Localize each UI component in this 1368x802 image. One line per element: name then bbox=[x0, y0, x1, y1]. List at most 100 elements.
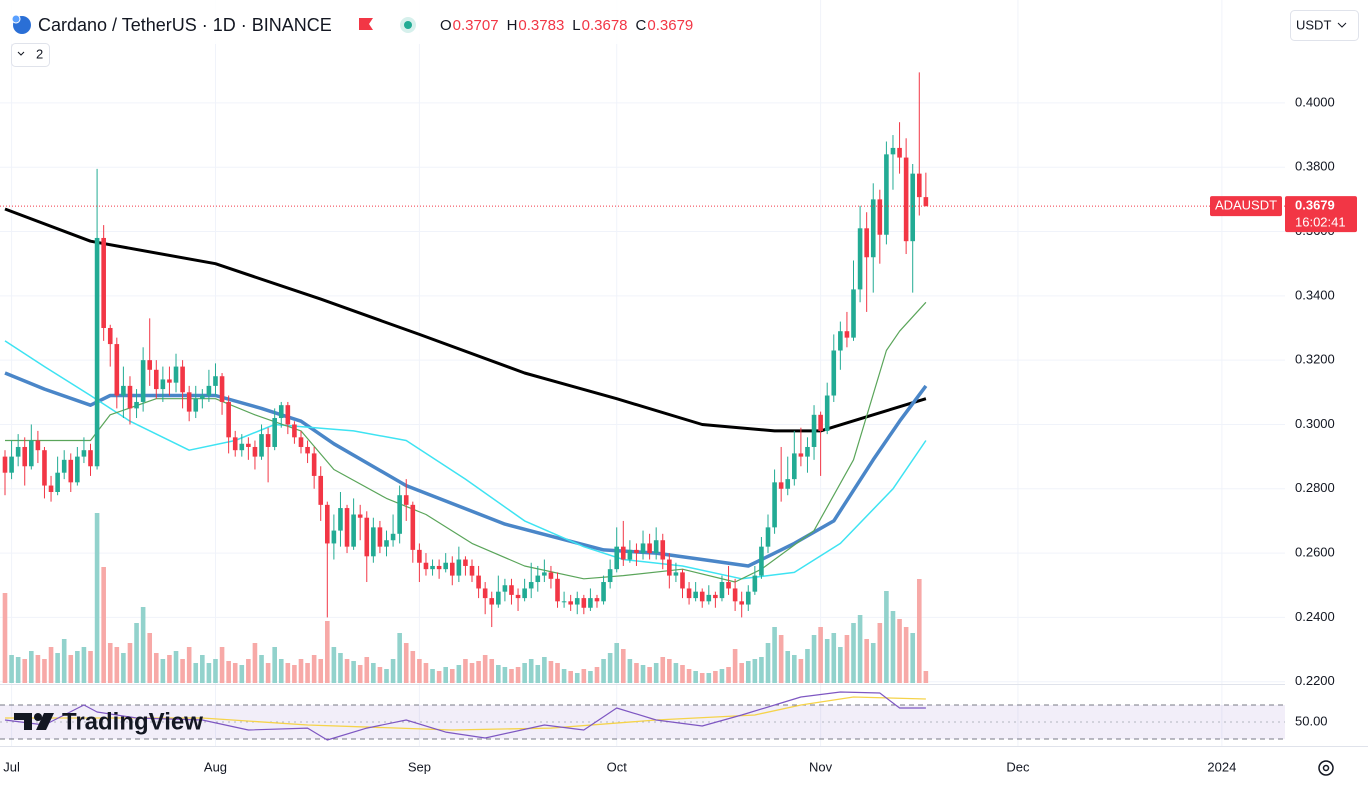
symbol-title[interactable]: Cardano / TetherUS · 1D · BINANCE bbox=[38, 15, 332, 35]
candle-body bbox=[68, 459, 74, 483]
volume-bar bbox=[456, 665, 462, 683]
candle-body bbox=[831, 350, 837, 396]
volume-bar bbox=[252, 643, 258, 683]
candle-body bbox=[745, 591, 751, 605]
volume-bar bbox=[463, 659, 468, 683]
volume-bar bbox=[42, 659, 47, 683]
volume-bar bbox=[384, 669, 389, 683]
candle-body bbox=[364, 517, 370, 557]
candle-body bbox=[107, 327, 113, 345]
volume-bar bbox=[331, 647, 337, 683]
volume-bar bbox=[68, 655, 74, 683]
brand-name: TradingView bbox=[62, 708, 203, 735]
x-tick-label: 2024 bbox=[1207, 759, 1236, 774]
volume-bar bbox=[916, 579, 922, 683]
candle-body bbox=[292, 424, 297, 438]
volume-bar bbox=[2, 593, 8, 683]
candle-body bbox=[371, 527, 376, 557]
candle-body bbox=[759, 546, 764, 576]
volume-bar bbox=[153, 653, 159, 683]
volume-bar bbox=[232, 663, 238, 683]
candle-body bbox=[75, 456, 80, 483]
settings-icon[interactable] bbox=[1318, 760, 1334, 776]
volume-bar bbox=[759, 657, 764, 683]
volume-bar bbox=[713, 671, 718, 683]
volume-bar bbox=[219, 647, 225, 683]
volume-bar bbox=[732, 649, 738, 683]
currency-button[interactable] bbox=[1290, 10, 1359, 41]
volume-bar bbox=[344, 659, 350, 683]
currency-label[interactable]: USDT bbox=[1296, 17, 1331, 32]
volume-bar bbox=[496, 665, 501, 683]
price-tag-bg bbox=[1285, 196, 1357, 233]
candle-body bbox=[647, 543, 652, 554]
volume-bar bbox=[680, 665, 685, 683]
y-tick-label: 0.2600 bbox=[1295, 545, 1335, 560]
candle-body bbox=[390, 533, 396, 541]
candle-body bbox=[298, 437, 304, 447]
volume-bar bbox=[167, 655, 172, 683]
candle-body bbox=[680, 572, 685, 589]
volume-bar bbox=[180, 659, 185, 683]
gear[interactable] bbox=[1318, 760, 1334, 776]
candle-body bbox=[555, 578, 560, 602]
candle-body bbox=[318, 475, 324, 505]
volume-bar bbox=[745, 661, 751, 683]
volume-bar bbox=[509, 669, 514, 683]
flag-icon[interactable] bbox=[359, 18, 373, 30]
ohlc-value: 0.3707 bbox=[453, 17, 499, 34]
ohlc-label: L bbox=[572, 17, 580, 34]
candle-body bbox=[667, 559, 672, 576]
volume-bar bbox=[134, 623, 139, 683]
candle-body bbox=[588, 598, 593, 608]
volume-bar bbox=[35, 655, 41, 683]
volume-bar bbox=[449, 669, 455, 683]
volume-bar bbox=[620, 649, 626, 683]
volume-bar bbox=[561, 669, 567, 683]
candle-body bbox=[180, 366, 185, 393]
volume-bar bbox=[614, 643, 620, 683]
volume-bar bbox=[311, 655, 317, 683]
y-tick-label: 0.3200 bbox=[1295, 352, 1335, 367]
x-tick-label: Dec bbox=[1006, 759, 1030, 774]
volume-bar bbox=[811, 635, 817, 683]
candle-body bbox=[910, 173, 916, 242]
candle-body bbox=[634, 549, 639, 554]
candle-body bbox=[423, 562, 429, 570]
header: Cardano / TetherUS · 1D · BINANCE O 0.370… bbox=[0, 0, 720, 67]
candle-body bbox=[693, 591, 698, 599]
volume-bar bbox=[864, 639, 869, 683]
candle-body bbox=[607, 569, 613, 583]
volume-bar bbox=[588, 671, 593, 683]
volume-bar bbox=[482, 655, 488, 683]
volume-bar bbox=[798, 659, 804, 683]
volume-bar bbox=[324, 621, 330, 683]
candle-body bbox=[2, 456, 8, 473]
candle-body bbox=[9, 456, 14, 473]
volume-bar bbox=[548, 661, 554, 683]
volume-bar bbox=[884, 591, 889, 683]
candle-body bbox=[535, 575, 541, 583]
volume-bar bbox=[272, 647, 277, 683]
indicators-toggle[interactable] bbox=[11, 43, 50, 67]
candle-body bbox=[844, 331, 850, 338]
volume-bar bbox=[61, 639, 67, 683]
candle-body bbox=[640, 543, 646, 554]
volume-bar bbox=[476, 661, 481, 683]
ohlc-label: C bbox=[636, 17, 647, 34]
volume-bar bbox=[772, 627, 777, 683]
volume-bar bbox=[239, 665, 245, 683]
candle-body bbox=[219, 376, 225, 402]
volume-bar bbox=[81, 647, 87, 683]
candle-body bbox=[430, 565, 435, 570]
candle-body bbox=[594, 598, 600, 602]
candle-body bbox=[877, 199, 883, 235]
volume-bar bbox=[443, 667, 449, 683]
candle-body bbox=[897, 147, 902, 158]
candle-body bbox=[35, 440, 41, 451]
candle-body bbox=[824, 395, 830, 431]
candle-body bbox=[81, 450, 87, 457]
indicators-count[interactable]: 2 bbox=[36, 46, 43, 61]
candle-body bbox=[384, 540, 389, 547]
